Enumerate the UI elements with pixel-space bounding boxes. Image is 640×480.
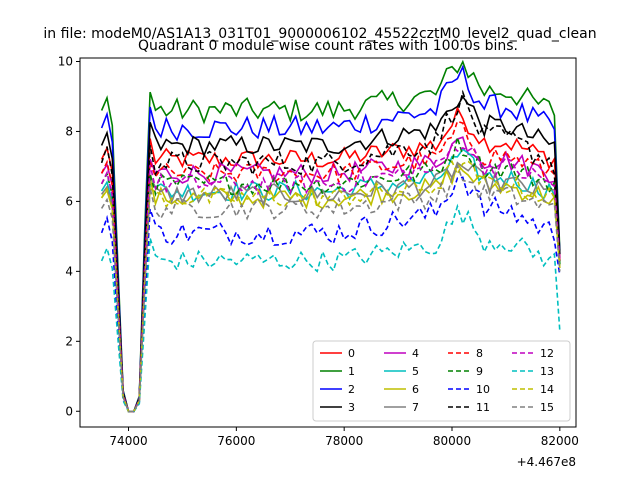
legend-label-0: 0 bbox=[348, 347, 355, 360]
plot-frame bbox=[79, 57, 577, 428]
legend-label-3: 3 bbox=[348, 401, 355, 414]
x-tick-label: 76000 bbox=[217, 434, 255, 448]
legend-label-6: 6 bbox=[412, 383, 419, 396]
legend-label-13: 13 bbox=[540, 365, 554, 378]
legend-label-7: 7 bbox=[412, 401, 419, 414]
series-line-15 bbox=[100, 163, 561, 413]
legend-label-8: 8 bbox=[476, 347, 483, 360]
series-line-13 bbox=[100, 203, 561, 413]
series-line-8 bbox=[100, 120, 561, 413]
series-line-4 bbox=[100, 136, 561, 413]
legend-label-11: 11 bbox=[476, 401, 490, 414]
legend-label-4: 4 bbox=[412, 347, 419, 360]
series-line-11 bbox=[100, 89, 561, 413]
y-tick-label: 6 bbox=[65, 194, 73, 208]
series-line-3 bbox=[100, 95, 561, 413]
series-line-10 bbox=[100, 176, 561, 413]
x-axis: 74000 76000 78000 80000 82000 bbox=[109, 427, 579, 448]
legend-label-5: 5 bbox=[412, 365, 419, 378]
legend-label-15: 15 bbox=[540, 401, 554, 414]
legend-label-9: 9 bbox=[476, 365, 483, 378]
legend-box bbox=[312, 340, 571, 422]
series-line-1 bbox=[100, 59, 561, 413]
x-axis-offset-label: +4.467e8 bbox=[517, 455, 576, 469]
x-tick-label: 82000 bbox=[541, 434, 579, 448]
legend-label-14: 14 bbox=[540, 383, 554, 396]
series-layer bbox=[100, 59, 561, 413]
series-line-2 bbox=[100, 64, 561, 413]
chart-title: Quadrant 0 module wise count rates with … bbox=[138, 38, 518, 54]
y-tick-label: 2 bbox=[65, 334, 73, 348]
y-axis: 0 2 4 6 8 10 bbox=[58, 54, 80, 418]
legend-label-10: 10 bbox=[476, 383, 490, 396]
x-tick-label: 74000 bbox=[109, 434, 147, 448]
series-line-14 bbox=[100, 159, 561, 413]
legend-label-2: 2 bbox=[348, 383, 355, 396]
y-tick-label: 0 bbox=[65, 404, 73, 418]
x-tick-label: 78000 bbox=[325, 434, 363, 448]
y-tick-label: 4 bbox=[65, 264, 73, 278]
legend-label-12: 12 bbox=[540, 347, 554, 360]
series-line-0 bbox=[100, 105, 561, 413]
figure-suptitle: in file: modeM0/AS1A13_031T01_9000006102… bbox=[43, 26, 596, 42]
series-line-12 bbox=[100, 143, 561, 413]
x-tick-label: 80000 bbox=[433, 434, 471, 448]
y-tick-label: 8 bbox=[65, 124, 73, 138]
legend-label-1: 1 bbox=[348, 365, 355, 378]
y-tick-label: 10 bbox=[58, 54, 73, 68]
